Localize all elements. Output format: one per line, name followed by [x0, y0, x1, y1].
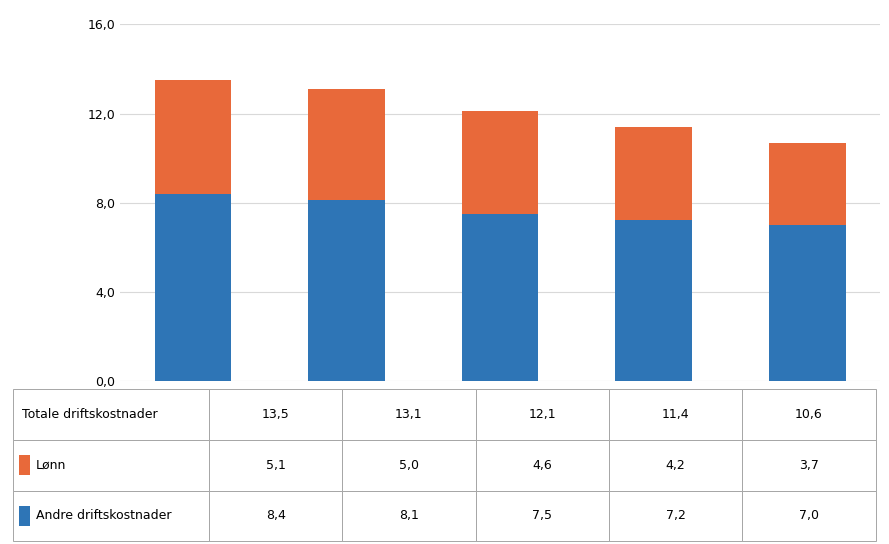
- Text: 3,7: 3,7: [799, 459, 819, 472]
- Bar: [615, 127, 692, 220]
- Bar: [461, 214, 539, 381]
- Text: 13,5: 13,5: [261, 408, 290, 421]
- Bar: [155, 194, 231, 381]
- Text: 5,1: 5,1: [266, 459, 285, 472]
- Text: 10,6: 10,6: [795, 408, 823, 421]
- Bar: [308, 89, 385, 200]
- Bar: [308, 200, 385, 381]
- Text: 7,0: 7,0: [799, 509, 819, 522]
- Bar: [155, 80, 231, 194]
- Text: 4,6: 4,6: [533, 459, 552, 472]
- Bar: [615, 220, 692, 381]
- Text: 8,4: 8,4: [266, 509, 285, 522]
- Text: 7,5: 7,5: [533, 509, 552, 522]
- Text: 11,4: 11,4: [661, 408, 690, 421]
- Bar: [461, 112, 539, 214]
- Bar: [769, 225, 845, 381]
- Text: Totale driftskostnader: Totale driftskostnader: [22, 408, 158, 421]
- Text: 8,1: 8,1: [399, 509, 419, 522]
- Text: 13,1: 13,1: [395, 408, 423, 421]
- Text: Lønn: Lønn: [36, 459, 66, 472]
- Text: 5,0: 5,0: [399, 459, 419, 472]
- Text: 7,2: 7,2: [666, 509, 685, 522]
- Bar: [769, 143, 845, 225]
- Text: Andre driftskostnader: Andre driftskostnader: [36, 509, 171, 522]
- Text: 4,2: 4,2: [666, 459, 685, 472]
- Text: 12,1: 12,1: [528, 408, 557, 421]
